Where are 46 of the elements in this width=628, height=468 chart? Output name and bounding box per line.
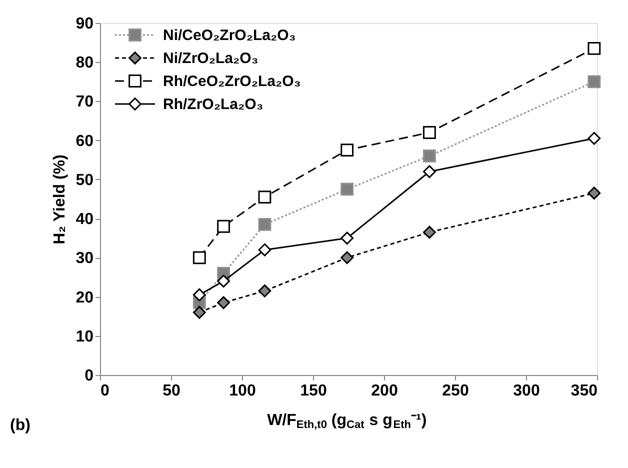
legend-label: Rh/ZrO₂La₂O₃ xyxy=(163,96,264,113)
x-tick-label: 200 xyxy=(371,382,398,400)
y-tick-label: 60 xyxy=(76,132,94,150)
x-tick-label: 250 xyxy=(442,382,469,400)
x-tick-label: 300 xyxy=(513,382,540,400)
point xyxy=(340,144,354,157)
point xyxy=(217,296,230,310)
y-tick-label: 10 xyxy=(76,328,94,346)
point xyxy=(192,251,206,264)
point xyxy=(422,165,436,178)
x-tick-label: 100 xyxy=(229,382,256,400)
y-tick-label: 90 xyxy=(76,16,94,32)
text: (b) xyxy=(10,417,30,434)
x-tick-label: 350 xyxy=(570,382,598,400)
point xyxy=(258,190,272,204)
point xyxy=(588,186,601,200)
point xyxy=(588,75,601,88)
point xyxy=(258,243,272,256)
legend-label: Ni/ZrO₂La₂O₃ xyxy=(163,50,258,67)
point xyxy=(340,232,354,245)
point xyxy=(192,288,206,302)
y-tick-label: 30 xyxy=(76,250,94,268)
point xyxy=(217,274,230,288)
y-tick-label: 70 xyxy=(76,94,94,111)
point xyxy=(588,132,601,145)
point xyxy=(258,218,272,231)
point xyxy=(340,182,354,196)
legend-label: Ni/CeO₂ZrO₂La₂O₃ xyxy=(163,27,296,44)
y-axis-title: H₂ Yield (%) xyxy=(52,154,69,244)
point xyxy=(588,42,601,55)
legend-label: Rh/CeO₂ZrO₂La₂O₃ xyxy=(163,73,301,90)
point xyxy=(422,150,436,162)
y-tick-label: 80 xyxy=(76,54,94,72)
y-tick-label: 50 xyxy=(76,172,94,189)
point xyxy=(422,226,436,239)
point xyxy=(192,306,206,319)
point xyxy=(258,284,272,298)
point xyxy=(217,220,230,233)
point xyxy=(422,126,436,139)
y-tick-label: 20 xyxy=(76,289,94,306)
x-tick-label: 50 xyxy=(162,382,180,400)
x-tick-label: 0 xyxy=(100,382,110,400)
x-tick-label: 150 xyxy=(300,382,327,400)
y-tick-label: 40 xyxy=(76,211,94,228)
y-tick-label: 0 xyxy=(84,368,94,384)
point xyxy=(340,251,354,264)
